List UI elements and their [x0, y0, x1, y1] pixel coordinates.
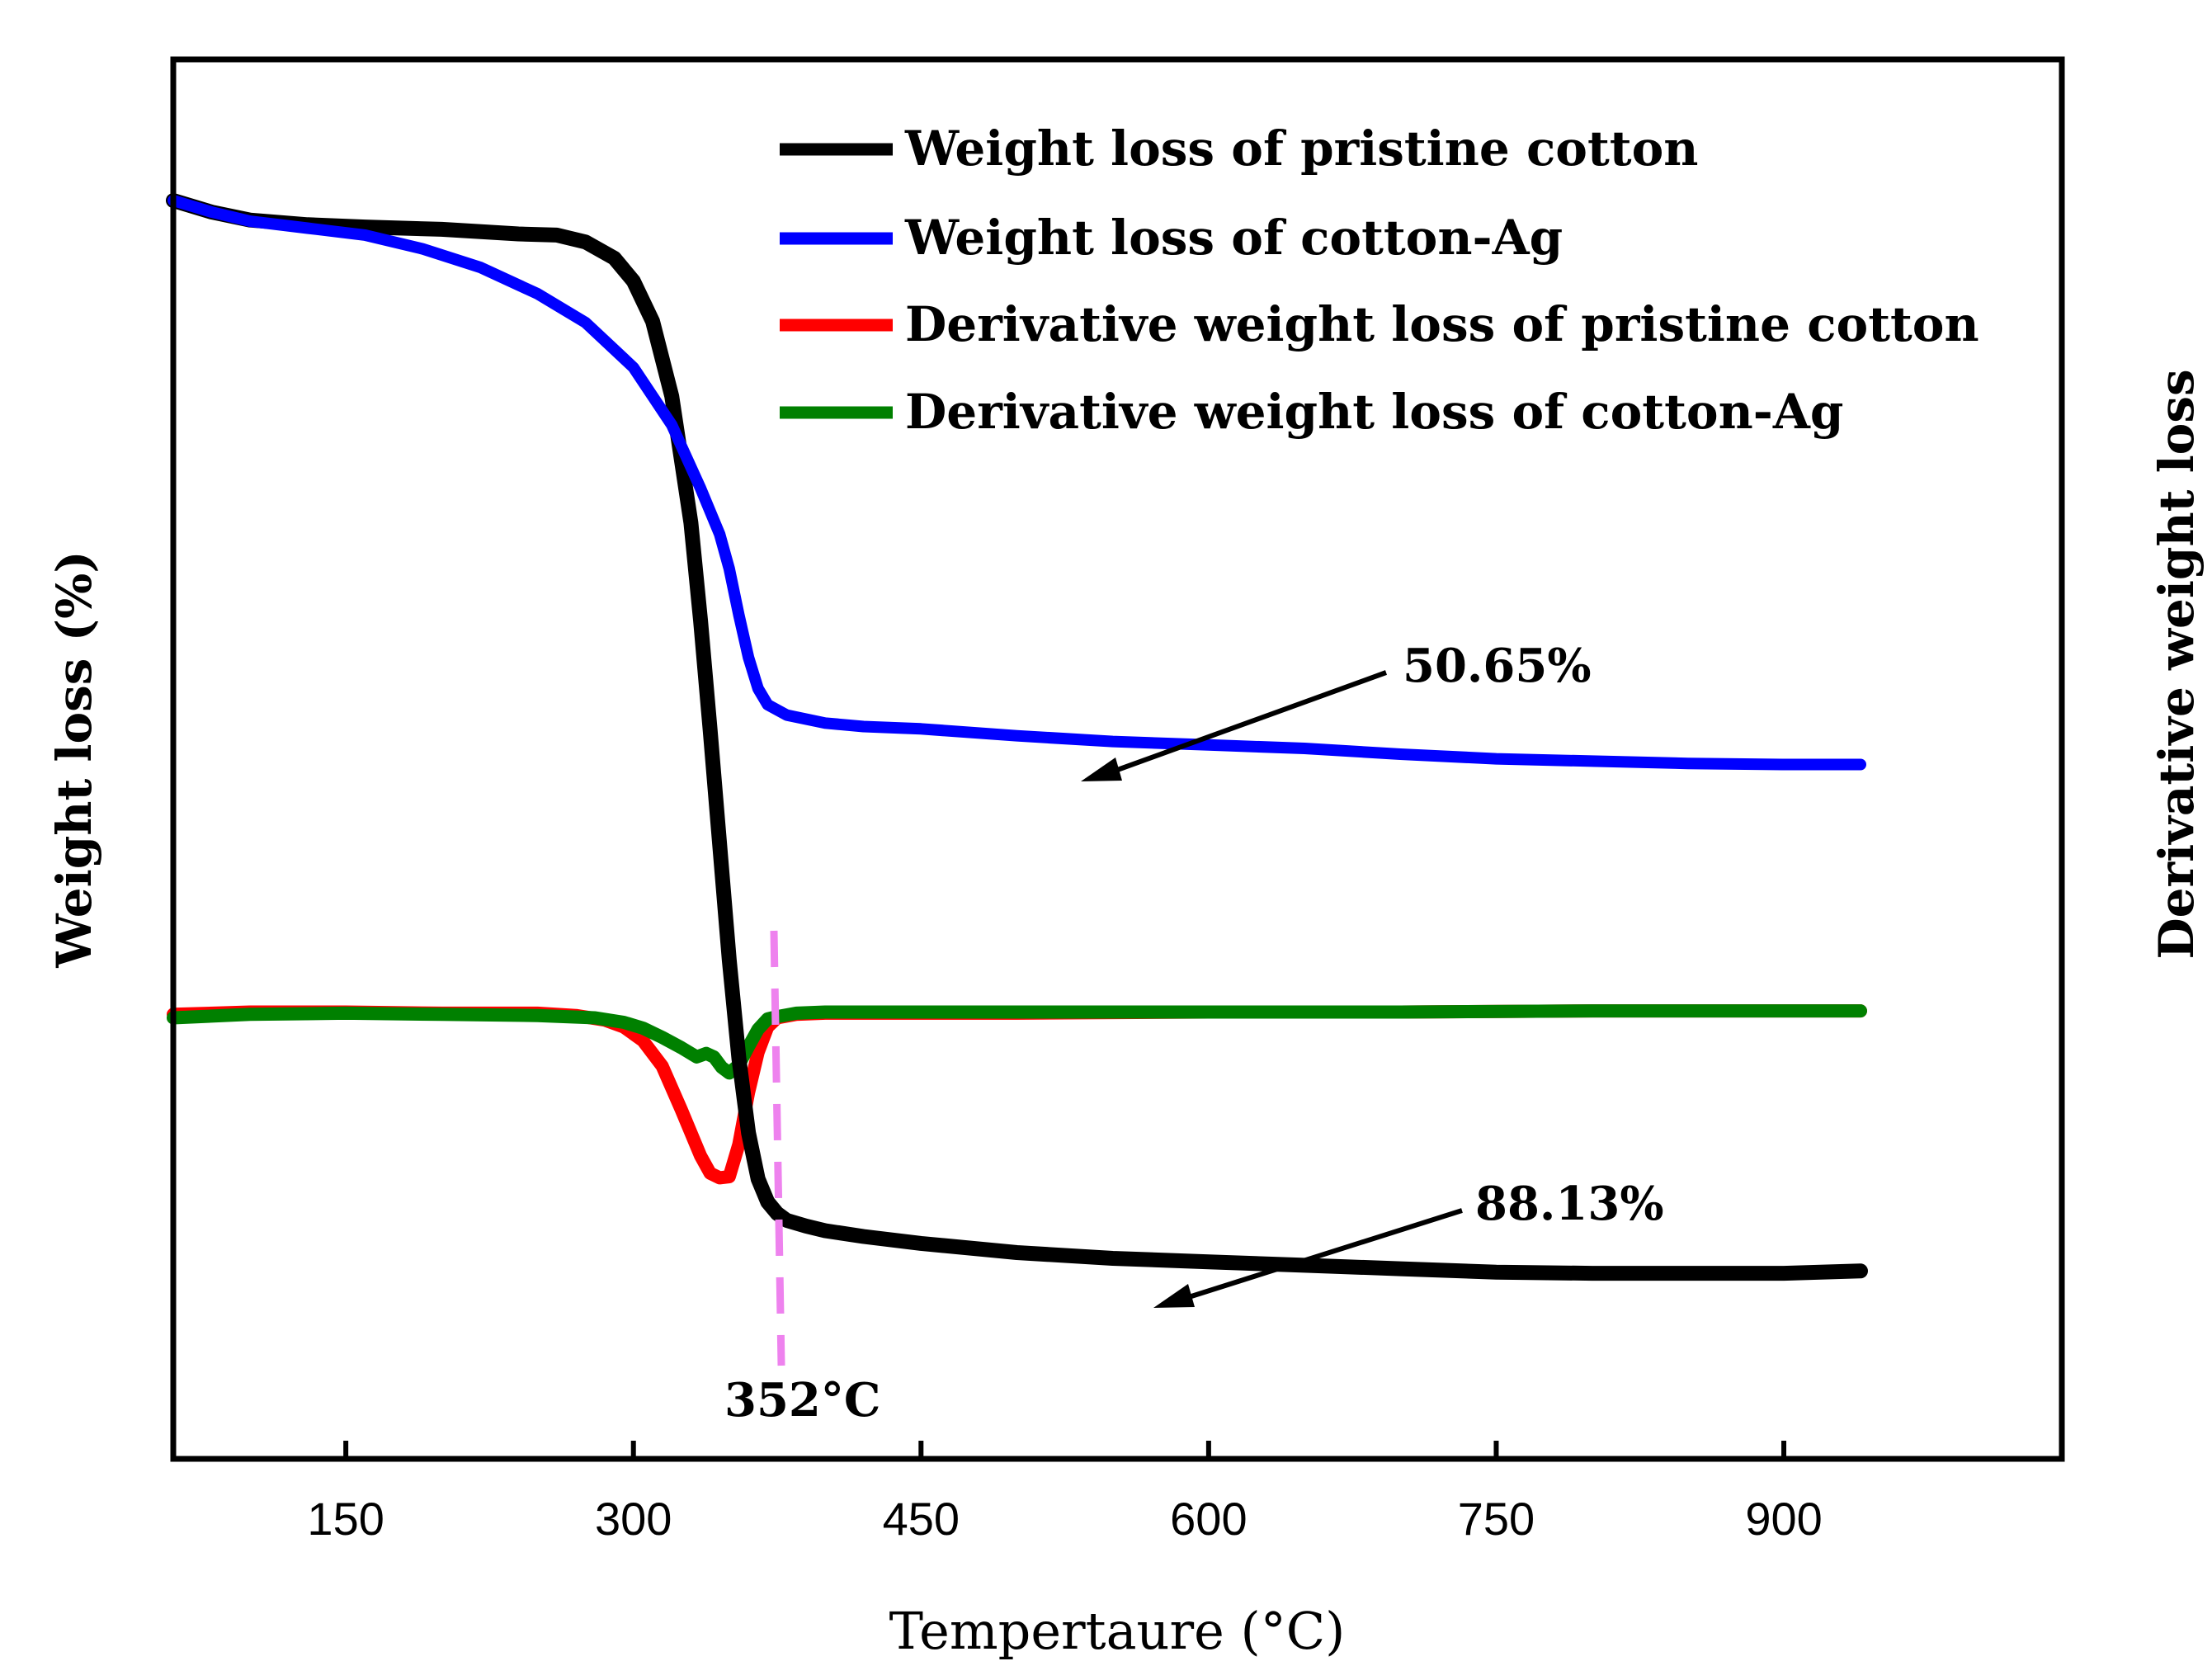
x-axis: 150 300 450 600 750 900	[307, 1441, 1823, 1545]
x-tick-label-150: 150	[307, 1493, 384, 1545]
y2-axis-title: Derivative weight loss	[2148, 369, 2205, 959]
legend-label-ag-weight: Weight loss of cotton-Ag	[904, 210, 1563, 266]
annotation-arrow-50	[1100, 670, 1388, 778]
annotation-arrowhead-50	[1081, 757, 1122, 781]
peak-marker-line	[770, 930, 785, 1366]
legend-label-pristine-weight: Weight loss of pristine cotton	[904, 120, 1698, 177]
x-tick-label-750: 750	[1458, 1493, 1535, 1545]
series-line-1	[167, 195, 1866, 771]
x-tick-label-900: 900	[1745, 1493, 1822, 1545]
annotation-label-50: 50.65%	[1403, 639, 1592, 693]
annotation-arrow-88	[1175, 1208, 1463, 1304]
y-axis-title: Weight loss (%)	[46, 550, 102, 968]
annotation-arrowhead-88	[1153, 1284, 1195, 1308]
series-line-3	[167, 1004, 1867, 1080]
x-axis-title: Tempertaure (°C)	[889, 1601, 1346, 1661]
peak-marker-label: 352°C	[724, 1373, 880, 1428]
annotation-label-88: 88.13%	[1475, 1177, 1664, 1231]
annotations: 50.65% 88.13% 352°C	[724, 639, 1664, 1428]
legend: Weight loss of pristine cotton Weight lo…	[780, 120, 1979, 440]
x-tick-label-600: 600	[1170, 1493, 1247, 1545]
legend-label-ag-derivative: Derivative weight loss of cotton-Ag	[905, 384, 1843, 440]
x-tick-label-300: 300	[595, 1493, 672, 1545]
legend-label-pristine-derivative: Derivative weight loss of pristine cotto…	[905, 296, 1979, 352]
x-tick-label-450: 450	[883, 1493, 960, 1545]
plot-frame	[170, 56, 2065, 1462]
